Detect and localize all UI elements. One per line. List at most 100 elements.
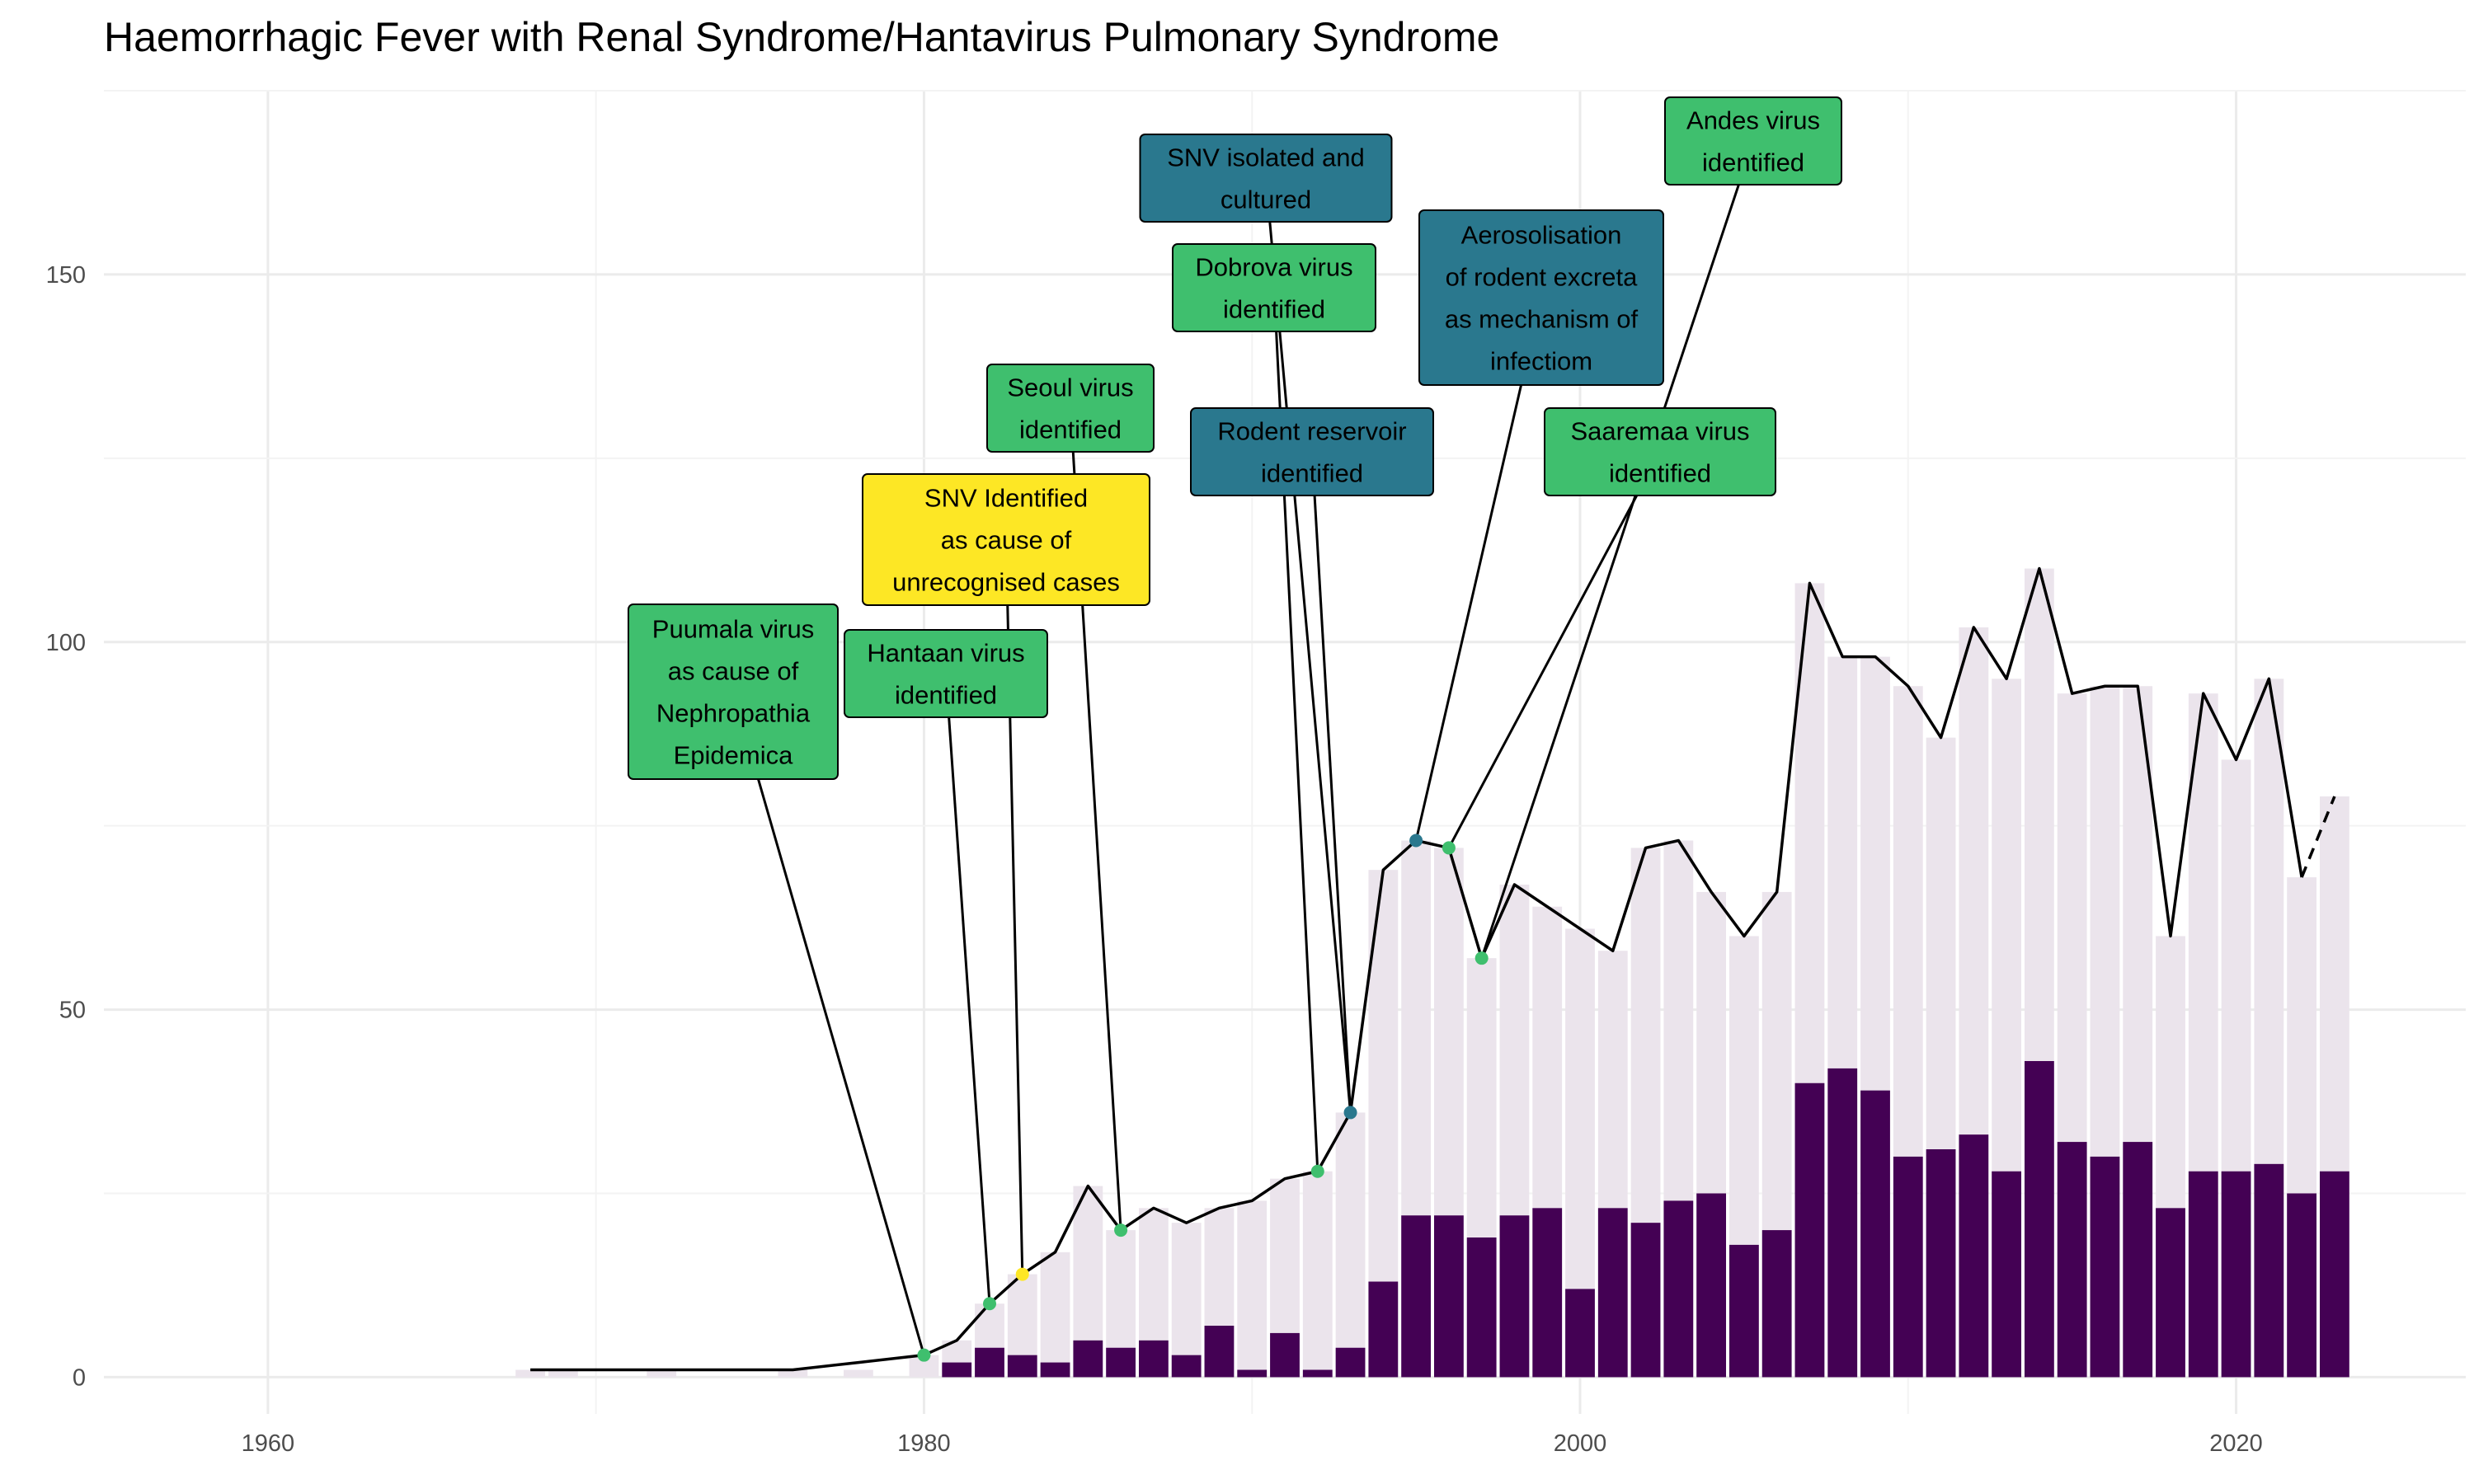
annotation-label: SNV isolated and cultured [1139,134,1393,223]
annotation-point [1114,1223,1128,1237]
annotation-box [1544,407,1776,496]
annotation-text: Epidemica [674,741,793,770]
subset-bar [1597,1208,1628,1378]
annotation-box [844,629,1048,718]
annotation-box [1418,209,1664,386]
subset-bar [1073,1340,1103,1378]
y-tick-label: 0 [73,1364,86,1391]
subset-bar [1959,1134,1989,1378]
annotation-point [1475,951,1489,965]
annotation-text: of rodent excreta [1446,263,1638,292]
annotation-point [1015,1267,1029,1281]
annotation-label: Puumala virus as cause of Nephropathia Epid… [628,603,839,780]
annotation-leader [1480,140,1755,959]
subset-bar [1992,1171,2022,1378]
annotation-text: identified [1019,416,1122,444]
subset-bar [2024,1061,2054,1378]
annotation-leader [1264,177,1352,1113]
subset-bar [1532,1208,1563,1378]
subset-bar [2188,1171,2218,1378]
annotation-label: Seoul virus identified [986,364,1155,453]
trend-line [530,566,2303,1372]
annotation-text: cultured [1221,186,1311,214]
x-tick-label: 1980 [897,1430,951,1457]
annotation-text: identified [1261,459,1363,488]
subset-bar [2221,1171,2251,1378]
subset-bar [1466,1237,1497,1378]
total-bar [1335,1112,1366,1378]
annotation-text: identified [1223,295,1325,324]
subset-bar [1696,1193,1727,1378]
subset-bar [1204,1326,1235,1378]
x-tick-label: 2020 [2209,1430,2263,1457]
annotation-labels: Puumala virus as cause of Nephropathia Epid… [628,96,1842,780]
annotation-text: SNV isolated and [1167,143,1365,172]
annotation-text: infectiom [1490,347,1592,376]
total-bar [778,1369,808,1378]
annotation-box [986,364,1155,453]
subset-bar [1663,1200,1694,1378]
subset-bar [1302,1369,1333,1378]
annotation-point [917,1348,931,1362]
subset-bar [1499,1215,1530,1378]
annotation-text: as cause of [668,657,799,686]
annotation-label: Dobrova virus identified [1172,243,1376,332]
total-bar [1237,1200,1268,1378]
total-bar [1302,1171,1333,1378]
annotation-box [628,603,839,780]
subset-bar [1040,1362,1070,1378]
annotation-box [1172,243,1376,332]
annotation-label: Aerosolisation of rodent excreta as mechan… [1418,209,1664,386]
subset-bars [942,1061,2349,1378]
trend-line-dashed [2300,796,2336,878]
subset-bar [1335,1347,1366,1378]
annotation-box [1190,407,1434,496]
annotation-point [983,1297,996,1311]
annotation-leader [944,673,991,1304]
subset-bar [2254,1163,2284,1378]
subset-bar [1630,1223,1661,1378]
subset-bar [1433,1215,1464,1378]
annotation-text: Aerosolisation [1461,221,1622,250]
subset-bar [2319,1171,2349,1378]
annotation-text: Andes virus [1686,106,1820,135]
subset-bar [1893,1156,1923,1378]
annotation-point [1310,1164,1324,1178]
annotation-label: SNV Identified as cause of unrecognised ca… [862,473,1150,606]
subset-bar [2057,1142,2087,1378]
annotation-label: Andes virus identified [1664,96,1842,186]
annotation-label: Rodent reservoir identified [1190,407,1434,496]
total-bar [1040,1252,1070,1378]
total-bar [1171,1223,1202,1378]
subset-bar [2287,1193,2317,1378]
annotation-text: Nephropathia [656,699,811,728]
annotation-leader [1447,451,1662,849]
subset-bar [1106,1347,1136,1378]
subset-bar [1926,1149,1956,1378]
annotation-point [1409,834,1423,848]
subset-bar [975,1347,1004,1378]
annotation-text: Seoul virus [1007,373,1133,402]
y-tick-label: 50 [59,998,86,1024]
trend-lines [530,566,2336,1372]
subset-bar [942,1362,972,1378]
y-tick-label: 150 [46,262,86,289]
annotation-text: Puumala virus [652,615,814,644]
annotation-text: as cause of [941,526,1072,555]
annotation-text: as mechanism of [1445,305,1639,334]
annotation-leader [1310,451,1352,1113]
subset-bar [1007,1355,1037,1378]
y-tick-label: 100 [46,630,86,656]
annotation-leaders [731,140,1755,1356]
subset-bar [1171,1355,1202,1378]
subset-bar [2090,1156,2120,1378]
subset-bar [1729,1244,1759,1378]
total-bar [843,1369,873,1378]
subset-bar [2123,1142,2153,1378]
annotation-text: identified [1609,459,1711,488]
annotation-text: Hantaan virus [867,639,1024,668]
total-bar [647,1369,677,1378]
subset-bar [1368,1281,1399,1378]
subset-bar [1860,1090,1890,1378]
